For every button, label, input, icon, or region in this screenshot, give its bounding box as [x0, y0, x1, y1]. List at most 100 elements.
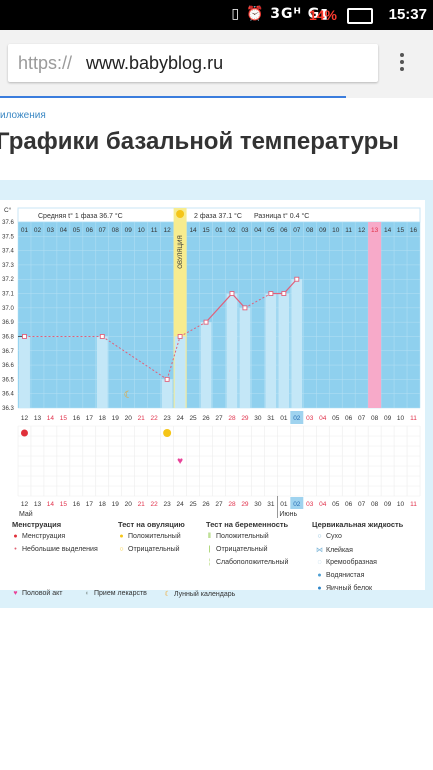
bottom-date-label: 30 [254, 501, 262, 508]
date-label: 14 [47, 415, 55, 422]
bottom-date-label: 31 [267, 501, 275, 508]
y-tick-label: 37.3 [2, 263, 14, 269]
temp-point [268, 291, 274, 296]
cycle-day-label: 01 [21, 227, 29, 234]
cycle-day-label: 10 [332, 227, 340, 234]
y-tick-label: 36.7 [2, 349, 14, 355]
date-label: 25 [189, 415, 197, 422]
y-tick-label: 36.6 [2, 363, 14, 369]
bottom-date-label: 25 [189, 501, 197, 508]
bottom-date-label: 23 [164, 501, 172, 508]
cycle-day-label: 12 [164, 227, 172, 234]
bottom-date-label: 11 [410, 501, 417, 508]
sun-icon [176, 210, 185, 218]
cycle-day-label: 11 [151, 227, 158, 234]
temp-line-solid [205, 293, 233, 323]
bottom-date-label: 09 [384, 501, 392, 508]
legend-spotting-item: • Небольшие выделения [12, 546, 98, 553]
date-label: 18 [99, 415, 107, 422]
drop-blue-icon: ● [317, 572, 322, 579]
y-tick-label: 36.3 [2, 406, 14, 412]
bottom-date-label: 01 [280, 501, 288, 508]
date-label: 06 [345, 415, 353, 422]
today-marker [290, 411, 304, 424]
temp-column [291, 279, 303, 408]
cycle-day-label: 08 [112, 227, 120, 234]
y-axis-label: C° [4, 206, 12, 214]
temp-column [96, 336, 108, 408]
temp-column [226, 293, 238, 408]
bottom-date-label: 13 [34, 501, 42, 508]
temp-column [174, 336, 186, 408]
temp-point [229, 291, 235, 296]
temp-column [200, 322, 212, 408]
highlight-column [368, 222, 382, 408]
temp-point [203, 319, 209, 325]
temp-point [242, 305, 248, 311]
url-scheme: https:// [18, 53, 73, 73]
bottom-date-label: 15 [60, 501, 68, 508]
temp-column [239, 307, 251, 408]
legend-cervical-dry: ○ Сухо [317, 533, 342, 540]
date-label: 04 [319, 415, 327, 422]
drop-icon: ● [13, 533, 18, 540]
url-host: www.babyblog.ru [86, 53, 224, 73]
bottom-date-label: 07 [358, 501, 366, 508]
date-label: 29 [241, 415, 249, 422]
browser-toolbar: https:// www.babyblog.ru [0, 30, 433, 98]
cycle-day-label: 15 [397, 227, 405, 234]
temp-point [177, 334, 183, 339]
y-tick-label: 37.1 [2, 292, 14, 298]
bottom-date-label: 20 [125, 501, 133, 508]
legend-menstruation-title: Менструация [12, 520, 62, 529]
url-field[interactable]: https:// www.babyblog.ru [8, 44, 378, 82]
page-title: Графики базальной температуры [0, 128, 399, 155]
pill-icon: ◐ [85, 590, 90, 597]
cycle-day-label: 06 [280, 227, 288, 234]
date-label: 15 [60, 415, 68, 422]
cycle-day-label: 13 [371, 227, 379, 234]
y-tick-label: 36.9 [2, 320, 14, 326]
bottom-date-label: 06 [345, 501, 353, 508]
heart-icon: ♥ [13, 590, 18, 597]
bottom-date-label: 05 [332, 501, 340, 508]
cycle-day-label: 02 [34, 227, 42, 234]
bottom-date-label: 19 [112, 501, 120, 508]
month-june-label: Июнь [279, 511, 297, 518]
y-tick-label: 37.2 [2, 277, 14, 283]
legend-cervical-sticky: ⋈ Клейкая [316, 547, 353, 554]
temp-column [19, 336, 30, 408]
drop-full-icon: ● [317, 585, 322, 592]
legend-ovu-negative: ○ Отрицательный [119, 546, 180, 553]
stat-phase1: Средняя t° 1 фаза 36.7 °C [38, 212, 123, 220]
plot-area [18, 222, 420, 408]
cycle-day-label: 14 [189, 227, 197, 234]
stat-phase2: 2 фаза 37.1 °C [194, 212, 242, 220]
temp-point [99, 334, 105, 339]
temp-line-dashed [179, 321, 207, 337]
overflow-menu-icon[interactable] [392, 50, 412, 76]
date-label: 08 [371, 415, 379, 422]
temp-column [278, 293, 290, 408]
legend-intercourse: ♥ Половой акт [13, 590, 63, 597]
date-label: 19 [112, 415, 120, 422]
cycle-day-label: 09 [125, 227, 133, 234]
cycle-day-label: 12 [358, 227, 366, 234]
cycle-day-label: 10 [138, 227, 146, 234]
cycle-day-label: 14 [384, 227, 392, 234]
bottom-date-label: 02 [293, 501, 301, 508]
bbt-chart-panel: Средняя t° 1 фаза 36.7 °C 2 фаза 37.1 °C Р… [0, 200, 425, 590]
legend-cervical-title: Цервикальная жидкость [312, 520, 404, 529]
breadcrumb[interactable]: иложения [0, 110, 46, 121]
small-drop-icon: • [14, 546, 17, 553]
bottom-date-label: 14 [47, 501, 55, 508]
legend-cervical-creamy: ◌ Кремообразная [317, 559, 377, 566]
today-marker [290, 497, 304, 509]
cycle-day-label: 16 [410, 227, 418, 234]
bottom-date-label: 21 [138, 501, 146, 508]
bbt-chart: Средняя t° 1 фаза 36.7 °C 2 фаза 37.1 °C Р… [2, 206, 421, 518]
date-label: 23 [164, 415, 172, 422]
bottom-date-label: 17 [86, 501, 94, 508]
cycle-day-label: 04 [254, 227, 262, 234]
heart-icon: ♥ [177, 456, 183, 467]
